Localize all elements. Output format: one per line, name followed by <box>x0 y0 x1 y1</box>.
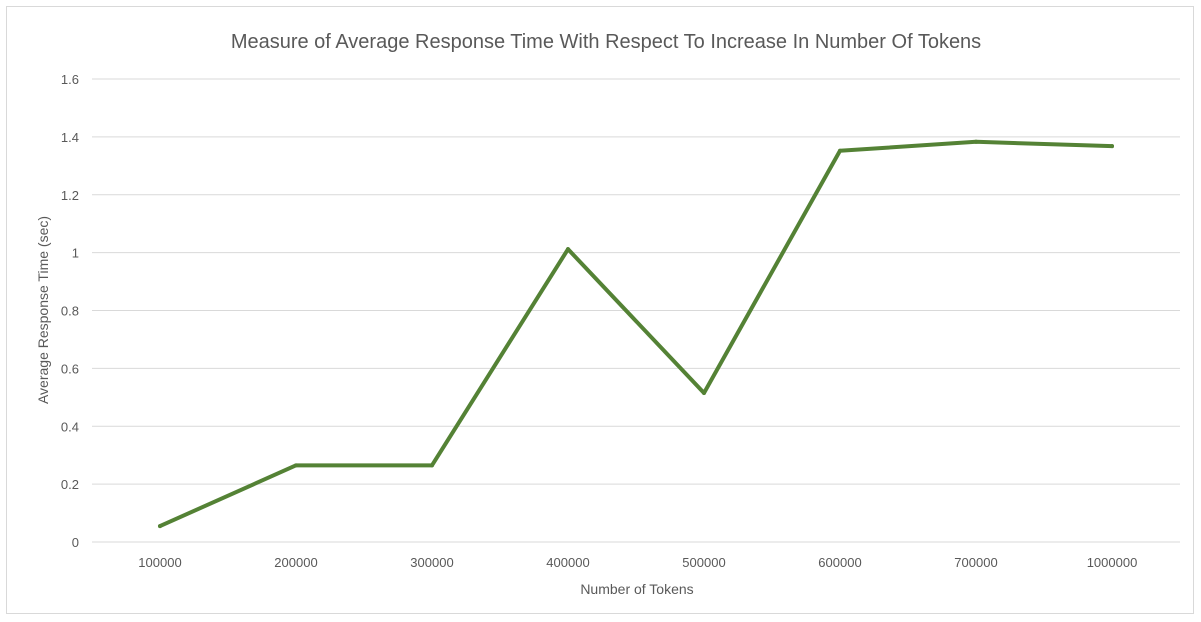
x-tick-label: 200000 <box>274 555 317 570</box>
data-point <box>1110 144 1114 149</box>
data-point <box>566 247 570 252</box>
x-tick-label: 400000 <box>546 555 589 570</box>
y-axis-title: Average Response Time (sec) <box>35 216 51 404</box>
data-point <box>158 524 162 529</box>
x-axis-ticks: 100000 200000 300000 400000 500000 600000 7000… <box>138 555 1137 570</box>
y-tick-label: 1.2 <box>61 188 79 203</box>
data-point <box>974 139 978 144</box>
data-point <box>294 463 298 468</box>
x-tick-label: 300000 <box>410 555 453 570</box>
y-tick-label: 0.6 <box>61 361 79 376</box>
gridlines <box>92 78 1180 543</box>
series-line <box>158 139 1114 529</box>
x-tick-label: 700000 <box>954 555 997 570</box>
y-axis-ticks: 0 0.2 0.4 0.6 0.8 1 1.2 1.4 1.6 <box>61 72 79 550</box>
y-tick-label: 0.2 <box>61 477 79 492</box>
data-point <box>430 463 434 468</box>
x-axis-title: Number of Tokens <box>580 581 693 597</box>
y-tick-label: 0 <box>72 535 79 550</box>
chart-title: Measure of Average Response Time With Re… <box>231 31 981 53</box>
y-tick-label: 1.6 <box>61 72 79 87</box>
series-layer <box>158 139 1114 529</box>
x-tick-label: 600000 <box>818 555 861 570</box>
y-tick-label: 0.8 <box>61 304 79 319</box>
data-point <box>702 390 706 395</box>
y-tick-label: 1.4 <box>61 130 79 145</box>
x-tick-label: 100000 <box>138 555 181 570</box>
x-tick-label: 500000 <box>682 555 725 570</box>
data-point <box>838 148 842 153</box>
y-tick-label: 0.4 <box>61 419 79 434</box>
y-tick-label: 1 <box>72 246 79 261</box>
x-tick-label: 1000000 <box>1087 555 1138 570</box>
